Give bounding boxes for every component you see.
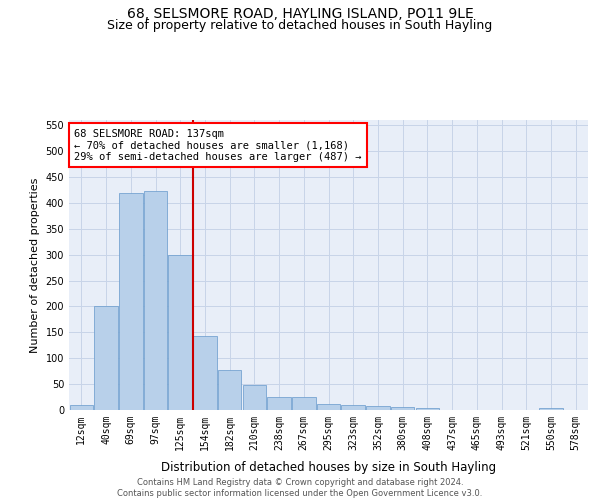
Bar [292,397,316,410]
Bar [317,404,340,410]
Bar [70,405,93,410]
Bar [169,254,192,410]
Bar [539,408,563,410]
X-axis label: Distribution of detached houses by size in South Hayling: Distribution of detached houses by size … [161,461,496,474]
Bar [119,192,143,410]
Y-axis label: Number of detached properties: Number of detached properties [30,178,40,352]
Bar [94,306,118,410]
Bar [242,385,266,410]
Text: 68, SELSMORE ROAD, HAYLING ISLAND, PO11 9LE: 68, SELSMORE ROAD, HAYLING ISLAND, PO11 … [127,8,473,22]
Bar [218,370,241,410]
Bar [193,336,217,410]
Bar [268,397,291,410]
Text: Contains HM Land Registry data © Crown copyright and database right 2024.
Contai: Contains HM Land Registry data © Crown c… [118,478,482,498]
Bar [416,408,439,410]
Bar [366,406,389,410]
Text: 68 SELSMORE ROAD: 137sqm
← 70% of detached houses are smaller (1,168)
29% of sem: 68 SELSMORE ROAD: 137sqm ← 70% of detach… [74,128,362,162]
Text: Size of property relative to detached houses in South Hayling: Size of property relative to detached ho… [107,19,493,32]
Bar [341,405,365,410]
Bar [391,407,415,410]
Bar [144,192,167,410]
